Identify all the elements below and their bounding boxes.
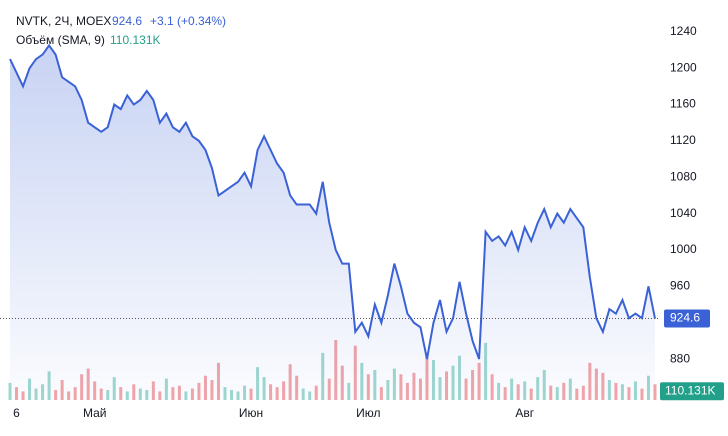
x-tick-label: Авг <box>515 406 534 420</box>
last-price-label: 924.6 <box>670 311 700 325</box>
y-tick-label: 880 <box>670 351 690 365</box>
y-tick-label: 1080 <box>670 169 697 183</box>
header-change: +3.1 (+0.34%) <box>150 14 226 28</box>
header-price: 924.6 <box>112 14 142 28</box>
y-tick-label: 960 <box>670 279 690 293</box>
y-tick-label: 1040 <box>670 206 697 220</box>
volume-label-box <box>660 382 724 401</box>
price-area <box>10 45 655 401</box>
symbol: NVTK, 2Ч, MOEX <box>16 14 111 28</box>
y-tick-label: 1200 <box>670 60 697 74</box>
x-tick-label: 6 <box>13 406 20 420</box>
y-tick-label: 1160 <box>670 97 696 111</box>
x-tick-label: Июн <box>239 406 263 420</box>
x-tick-label: Май <box>83 406 107 420</box>
price-line <box>9 43 656 360</box>
y-tick-label: 1120 <box>670 133 696 147</box>
volume-name: Объём (SMA, 9) <box>16 33 105 47</box>
x-tick-label: Июл <box>356 406 380 420</box>
volume-value: 110.131K <box>110 33 161 47</box>
volume-label: 110.131K <box>665 383 716 397</box>
y-tick-label: 1000 <box>670 242 697 256</box>
last-price-box <box>664 309 710 328</box>
y-tick-label: 1240 <box>670 24 697 38</box>
